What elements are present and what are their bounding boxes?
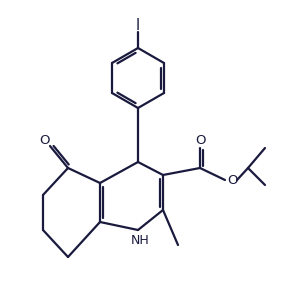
Text: O: O (39, 134, 49, 148)
Text: O: O (227, 175, 237, 188)
Text: I: I (136, 19, 140, 34)
Text: O: O (196, 134, 206, 148)
Text: NH: NH (131, 233, 149, 247)
